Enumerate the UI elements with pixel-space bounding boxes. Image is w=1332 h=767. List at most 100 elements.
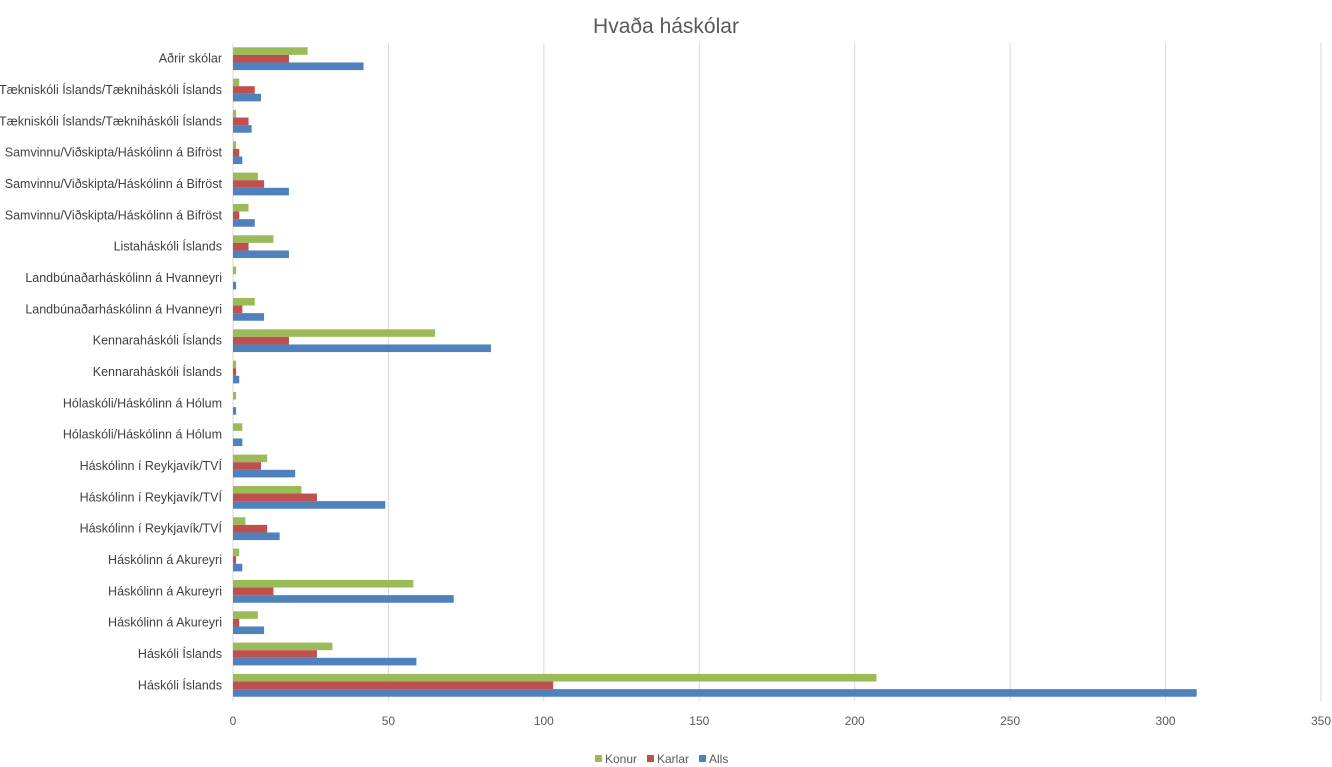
bar-konur <box>233 203 249 212</box>
bar-konur <box>233 329 436 337</box>
category-label: Samvinnu/Viðskipta/Háskólinn á Bifröst <box>5 208 223 222</box>
bar-alls <box>233 689 1197 697</box>
category-label: Landbúnaðarháskólinn á Hvanneyri <box>25 271 222 285</box>
bar-karlar <box>233 462 261 470</box>
bar-karlar <box>233 305 243 314</box>
bar-konur <box>233 360 237 369</box>
bar-alls <box>233 281 237 290</box>
bar-alls <box>233 375 240 384</box>
category-label: Hólaskóli/Háskólinn á Hólum <box>63 428 222 442</box>
category-label: Tækniskóli Íslands/Tækniháskóli Íslands <box>0 113 222 128</box>
legend: Konur Karlar Alls <box>595 752 728 766</box>
category-label: Háskóli Íslands <box>138 646 222 661</box>
bar-karlar <box>233 211 240 220</box>
bar-alls <box>233 563 243 572</box>
legend-label: Alls <box>709 752 728 766</box>
bar-konur <box>233 235 274 243</box>
bar-konur <box>233 266 237 275</box>
bar-alls <box>233 344 492 353</box>
bar-konur <box>233 297 255 306</box>
bar-alls <box>233 313 265 321</box>
legend-swatch <box>699 755 706 762</box>
category-label: Háskólinn í Reykjavík/TVÍ <box>80 521 223 536</box>
bar-karlar <box>233 681 554 690</box>
bar-karlar <box>233 86 255 94</box>
bar-alls <box>233 219 255 227</box>
bar-konur <box>233 485 302 494</box>
bar-karlar <box>233 618 240 627</box>
bar-konur <box>233 78 240 87</box>
legend-label: Karlar <box>657 752 689 766</box>
x-tick-label: 350 <box>1311 714 1331 728</box>
bar-karlar <box>233 368 237 376</box>
bar-alls <box>233 595 454 603</box>
bar-konur <box>233 517 246 525</box>
category-label: Aðrir skólar <box>159 52 222 66</box>
bar-alls <box>233 187 289 196</box>
bar-alls <box>233 156 243 165</box>
bar-konur <box>233 423 243 431</box>
category-label: Háskólinn í Reykjavík/TVÍ <box>80 489 223 504</box>
bar-karlar <box>233 148 240 157</box>
category-label: Háskólinn í Reykjavík/TVÍ <box>80 458 223 473</box>
x-tick-label: 200 <box>845 714 865 728</box>
bar-alls <box>233 407 237 415</box>
bar-konur <box>233 579 414 588</box>
bar-alls <box>233 532 280 541</box>
bar-konur <box>233 391 237 400</box>
bar-alls <box>233 469 296 478</box>
bar-karlar <box>233 117 249 126</box>
category-label: Kennaraháskóli Íslands <box>93 333 222 348</box>
category-label: Háskólinn á Akureyri <box>108 553 222 567</box>
category-label: Samvinnu/Viðskipta/Háskólinn á Bifröst <box>5 146 223 160</box>
category-labels: Háskóli Íslands Háskóli Íslands Háskólinn … <box>0 52 223 693</box>
category-label: Landbúnaðarháskólinn á Hvanneyri <box>25 302 222 316</box>
x-tick-label: 300 <box>1156 714 1176 728</box>
category-label: Háskólinn á Akureyri <box>108 616 222 630</box>
x-tick-label: 150 <box>689 714 709 728</box>
x-axis-tick-labels: 0 50 100 150 200 250 300 350 <box>230 714 1332 728</box>
category-label: Háskóli Íslands <box>138 677 222 692</box>
chart-title: Hvaða háskólar <box>593 15 739 38</box>
bar-konur <box>233 673 877 682</box>
bar-karlar <box>233 54 289 63</box>
category-label: Kennaraháskóli Íslands <box>93 364 222 379</box>
category-label: Listaháskóli Íslands <box>114 239 222 254</box>
category-label: Samvinnu/Viðskipta/Háskólinn á Bifröst <box>5 177 223 191</box>
bar-alls <box>233 657 417 666</box>
bar-konur <box>233 141 237 149</box>
x-tick-label: 0 <box>230 714 237 728</box>
x-tick-label: 100 <box>534 714 554 728</box>
bars <box>233 47 1197 697</box>
bar-alls <box>233 250 289 259</box>
bar-karlar <box>233 493 317 502</box>
legend-swatch <box>595 755 602 762</box>
bar-alls <box>233 93 261 102</box>
bar-karlar <box>233 524 268 533</box>
legend-item-karlar: Karlar <box>647 752 689 766</box>
legend-item-konur: Konur <box>595 752 637 766</box>
bar-konur <box>233 611 258 619</box>
bar-alls <box>233 125 252 133</box>
gridlines <box>232 43 1322 701</box>
legend-label: Konur <box>605 752 637 766</box>
legend-item-alls: Alls <box>699 752 728 766</box>
category-label: Tækniskóli Íslands/Tækniháskóli Íslands <box>0 82 222 97</box>
bar-alls <box>233 62 364 71</box>
bar-karlar <box>233 242 249 251</box>
bar-alls <box>233 438 243 447</box>
category-label: Hólaskóli/Háskólinn á Hólum <box>63 396 222 410</box>
bar-konur <box>233 172 258 181</box>
bar-alls <box>233 501 386 509</box>
legend-swatch <box>647 755 654 762</box>
category-label: Háskólinn á Akureyri <box>108 584 222 598</box>
bar-alls <box>233 626 265 635</box>
x-tick-label: 50 <box>382 714 396 728</box>
bar-karlar <box>233 556 237 564</box>
bar-karlar <box>233 650 317 658</box>
bar-konur <box>233 548 240 557</box>
bar-karlar <box>233 180 265 188</box>
x-tick-label: 250 <box>1000 714 1020 728</box>
bar-karlar <box>233 336 289 345</box>
